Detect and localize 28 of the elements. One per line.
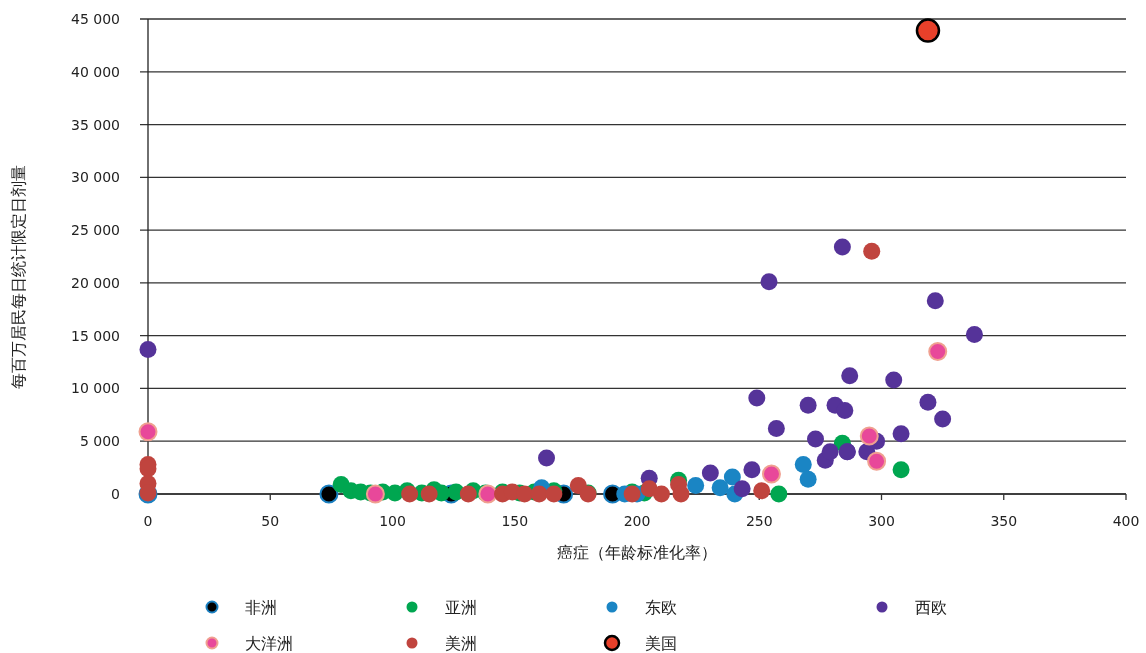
y-tick-label: 30 000 (71, 169, 120, 186)
y-tick-label: 45 000 (71, 11, 120, 27)
x-tick-label: 250 (745, 513, 773, 529)
y-tick-label: 10 000 (71, 380, 120, 397)
legend-label: 东欧 (645, 598, 677, 617)
legend-label: 西欧 (915, 598, 947, 617)
x-axis-title: 癌症（年龄标准化率） (557, 543, 717, 562)
x-tick-label: 0 (143, 513, 153, 529)
y-tick-label: 40 000 (71, 63, 120, 80)
y-tick-label: 5 000 (79, 433, 120, 450)
y-tick-label: 35 000 (71, 116, 120, 133)
x-tick-label: 150 (501, 513, 529, 529)
x-tick-label: 100 (379, 513, 406, 529)
y-tick-label: 15 000 (71, 327, 120, 344)
legend-label: 美国 (645, 634, 677, 653)
legend-label: 亚洲 (445, 598, 477, 617)
legend-label: 美洲 (445, 634, 477, 653)
y-tick-label: 20 000 (71, 274, 120, 291)
y-tick-label: 0 (111, 486, 120, 502)
x-tick-label: 50 (261, 513, 280, 529)
x-tick-label: 400 (1112, 513, 1140, 529)
x-tick-label: 200 (623, 513, 651, 529)
legend-label: 非洲 (245, 598, 277, 617)
x-tick-label: 300 (868, 513, 895, 529)
y-axis-title: 每百万居民每日统计限定日剂量 (9, 164, 28, 389)
legend-label: 大洋洲 (245, 634, 293, 653)
y-tick-label: 25 000 (71, 222, 120, 239)
x-tick-label: 350 (990, 513, 1018, 529)
